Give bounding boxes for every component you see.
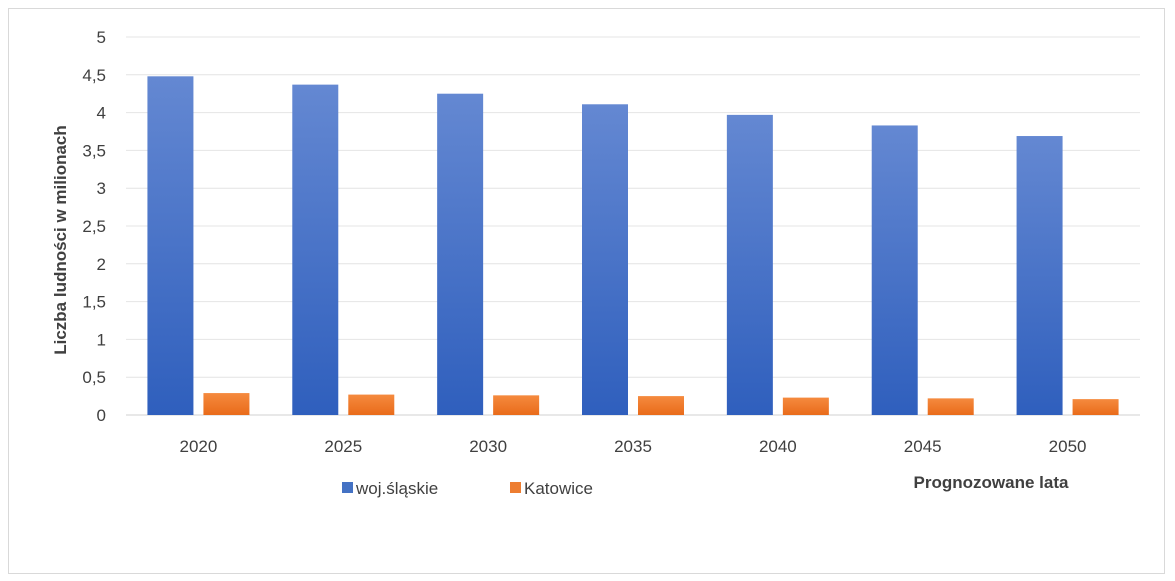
y-tick-label: 5 [97, 28, 106, 47]
x-tick-label: 2045 [904, 437, 942, 456]
bar-woj-slaskie [582, 104, 628, 415]
bar-woj-slaskie [1016, 136, 1063, 415]
bar-woj-slaskie [147, 76, 194, 415]
x-tick-label: 2030 [469, 437, 507, 456]
x-tick-label: 2040 [759, 437, 797, 456]
x-tick-label: 2025 [324, 437, 362, 456]
y-tick-labels: 0 0,5 1 1,5 2 2,5 3 3,5 4 4,5 5 [82, 28, 106, 425]
legend-label-woj-slaskie: woj.śląskie [355, 479, 438, 498]
bar-katowice [348, 394, 395, 415]
y-tick-label: 2,5 [82, 217, 106, 236]
y-tick-label: 4,5 [82, 66, 106, 85]
y-tick-label: 3,5 [82, 141, 106, 160]
bar-woj-slaskie [292, 84, 339, 416]
bar-woj-slaskie [871, 125, 918, 416]
legend-swatch-woj-slaskie [342, 482, 353, 493]
bar-woj-slaskie [437, 93, 484, 415]
gridlines [126, 36, 1140, 416]
bar-woj-slaskie [726, 114, 773, 416]
y-axis-title: Liczba ludności w milionach [51, 125, 70, 355]
y-tick-label: 3 [97, 179, 106, 198]
y-tick-label: 1,5 [82, 293, 106, 312]
y-tick-label: 0 [97, 406, 106, 425]
legend-label-katowice: Katowice [524, 479, 593, 498]
legend: woj.śląskie Katowice [342, 479, 593, 498]
bar-katowice [782, 397, 829, 415]
bar-katowice [927, 398, 974, 415]
legend-swatch-katowice [510, 482, 521, 493]
x-tick-label: 2035 [614, 437, 652, 456]
bar-katowice [203, 393, 250, 415]
y-tick-label: 2 [97, 255, 106, 274]
bar-katowice [493, 395, 540, 415]
bar-katowice [638, 396, 684, 415]
bar-katowice [1072, 399, 1119, 415]
x-tick-label: 2050 [1049, 437, 1087, 456]
x-tick-labels: 2020 2025 2030 2035 2040 2045 2050 [180, 437, 1087, 456]
y-tick-label: 4 [97, 104, 106, 123]
y-tick-label: 1 [97, 330, 106, 349]
y-tick-label: 0,5 [82, 368, 106, 387]
bars [147, 76, 1119, 416]
x-tick-label: 2020 [180, 437, 218, 456]
x-axis-title: Prognozowane lata [914, 473, 1069, 492]
